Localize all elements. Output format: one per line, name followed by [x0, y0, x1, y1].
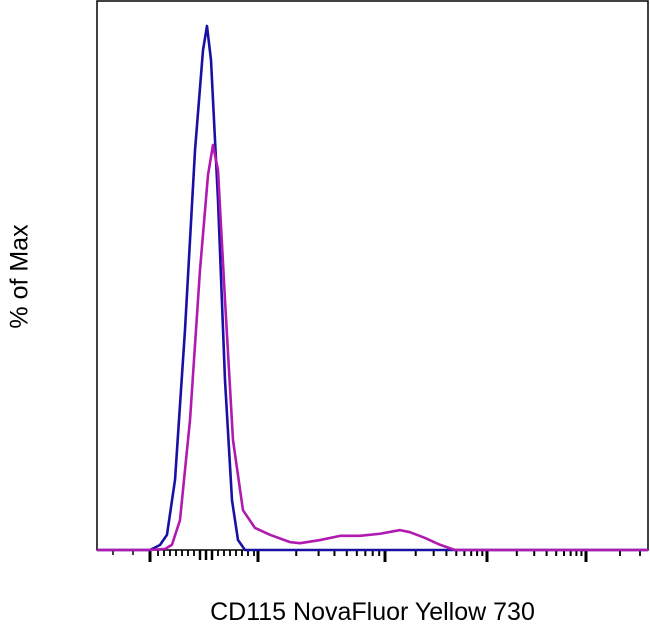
series-line-2	[97, 143, 648, 552]
series-lines	[97, 24, 648, 552]
plot-frame	[96, 0, 649, 551]
x-axis-ticks	[112, 550, 641, 562]
y-axis-label: % of Max	[5, 224, 34, 329]
x-axis-label: CD115 NovaFluor Yellow 730	[210, 598, 535, 626]
series-line-1	[97, 24, 648, 552]
